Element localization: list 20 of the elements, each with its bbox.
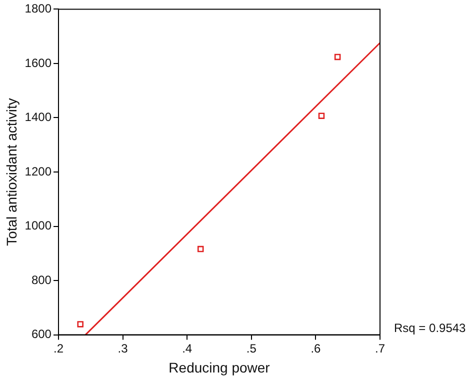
y-tick-label: 800 <box>31 272 52 287</box>
x-tick-label: .4 <box>182 341 192 356</box>
point <box>197 246 204 252</box>
y-tick-label: 1400 <box>24 110 52 124</box>
x-tick-label: .7 <box>374 341 386 356</box>
text: Rsq = 0.9543 <box>394 321 466 336</box>
y-tick-label: 1000 <box>24 218 52 233</box>
y-axis-title: Total antioxidant activity <box>3 98 20 246</box>
x-tick-label: .2 <box>53 341 64 356</box>
y-tick-label: 1200 <box>24 164 52 178</box>
x-tick-label: .5 <box>246 341 257 356</box>
x-tick-label: .3 <box>118 341 128 356</box>
x-tick-label: .6 <box>310 341 322 356</box>
y-tick-label: 1600 <box>24 56 52 70</box>
point <box>77 321 84 328</box>
point <box>334 54 341 60</box>
point <box>318 112 325 119</box>
y-tick-label: 1800 <box>24 2 52 16</box>
y-tick-label: 600 <box>31 327 52 342</box>
x-axis-title: Reducing power <box>168 359 270 376</box>
